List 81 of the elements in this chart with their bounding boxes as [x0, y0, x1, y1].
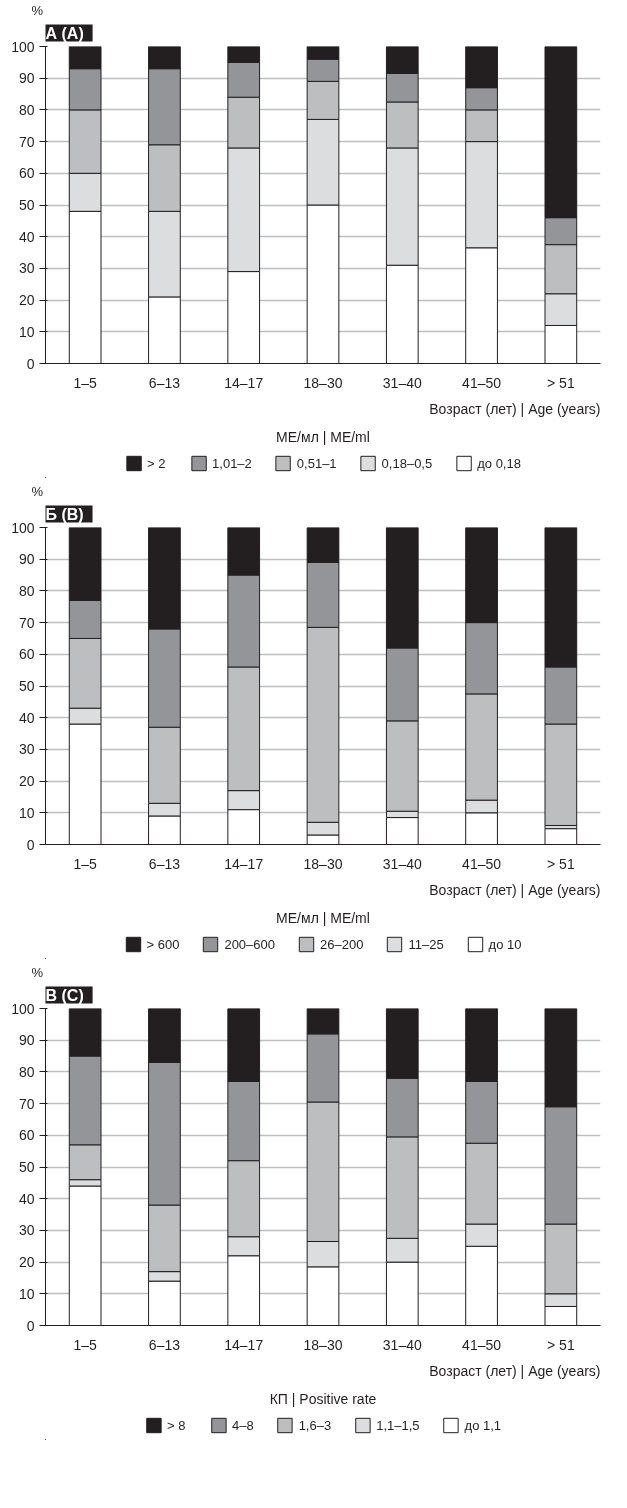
legend-label: > 2 [147, 455, 167, 471]
y-axis-title: % [31, 964, 44, 980]
y-tick-label: 60 [18, 165, 35, 182]
y-tick-label: 20 [18, 292, 35, 309]
y-tick-label: 20 [18, 773, 35, 790]
y-tick-label: 30 [18, 741, 35, 758]
x-tick-label: > 51 [547, 1336, 575, 1353]
y-tick-label: 90 [18, 551, 35, 568]
x-tick-label: 14–17 [224, 855, 264, 872]
y-tick-label: 0 [26, 1317, 35, 1334]
y-tick-label: 50 [18, 1159, 35, 1175]
y-tick-label: 100 [11, 519, 35, 536]
legend-label: 0,18–0,5 [381, 455, 433, 471]
y-tick-label: 70 [18, 614, 35, 631]
y-tick-label: 10 [18, 323, 35, 340]
legend-label: 200–600 [224, 936, 276, 952]
legend-label: 1,6–3 [298, 1417, 332, 1433]
x-tick-label: 6–13 [148, 855, 181, 872]
chart-title: Б (B) [45, 505, 84, 523]
x-tick-label: 18–30 [303, 1336, 343, 1353]
y-tick-label: 40 [18, 709, 35, 726]
y-tick-label: 60 [18, 646, 35, 663]
x-tick-label: > 51 [547, 855, 575, 872]
legend-label: 4–8 [231, 1417, 254, 1433]
y-tick-label: 40 [18, 1190, 35, 1207]
y-tick-label: 20 [18, 1254, 35, 1271]
y-tick-label: 0 [26, 836, 35, 853]
y-tick-label: 10 [18, 1285, 35, 1302]
y-tick-label: 60 [18, 1127, 35, 1144]
legend-label: 26–200 [320, 936, 364, 952]
x-tick-label: 41–50 [462, 855, 502, 872]
y-tick-label: 90 [18, 70, 35, 87]
y-tick-label: 70 [18, 133, 35, 150]
x-tick-label: 14–17 [224, 374, 264, 391]
legend-label: до 10 [488, 936, 522, 952]
legend-title: КП | Positive rate [269, 1390, 377, 1407]
x-tick-label: 6–13 [148, 1336, 181, 1353]
x-tick-label: 1–5 [73, 374, 98, 391]
legend-label: 11–25 [408, 936, 444, 952]
y-tick-label: 30 [18, 1222, 35, 1239]
x-tick-label: 18–30 [303, 855, 343, 872]
legend-label: до 1,1 [464, 1417, 502, 1433]
y-tick-label: 100 [11, 1000, 35, 1017]
x-tick-label: 18–30 [303, 374, 343, 391]
legend-label: 0,51–1 [296, 455, 337, 471]
legend-label: > 8 [166, 1417, 187, 1433]
y-axis-title: % [31, 2, 44, 18]
y-tick-label: 90 [18, 1032, 35, 1049]
x-axis-title: Возраст (лет) | Age (years) [429, 1362, 601, 1379]
x-tick-label: 14–17 [224, 1336, 264, 1353]
y-tick-label: 100 [11, 38, 35, 55]
legend-label: до 0,18 [477, 455, 521, 471]
y-tick-label: 10 [18, 804, 35, 821]
x-tick-label: 31–40 [382, 1336, 422, 1353]
x-tick-label: 6–13 [148, 374, 181, 391]
x-axis-title: Возраст (лет) | Age (years) [429, 400, 601, 417]
x-axis-title: Возраст (лет) | Age (years) [429, 881, 601, 898]
y-tick-label: 50 [18, 197, 35, 213]
chart-title: А (A) [45, 24, 84, 42]
y-tick-label: 30 [18, 260, 35, 277]
y-tick-label: 50 [18, 678, 35, 694]
x-tick-label: 1–5 [73, 1336, 98, 1353]
legend-label: 1,1–1,5 [376, 1417, 420, 1433]
legend-label: 1,01–2 [212, 455, 252, 471]
legend-label: > 600 [146, 936, 180, 952]
y-tick-label: 0 [26, 355, 35, 372]
legend-title: МЕ/мл | МЕ/ml [276, 909, 370, 926]
y-axis-title: % [31, 483, 44, 499]
y-tick-label: 40 [18, 228, 35, 245]
x-tick-label: 31–40 [382, 374, 422, 391]
x-tick-label: 31–40 [382, 855, 422, 872]
y-tick-label: 80 [18, 1063, 35, 1080]
chart-title: В (C) [45, 986, 84, 1004]
y-tick-label: 70 [18, 1095, 35, 1112]
x-tick-label: 41–50 [462, 1336, 502, 1353]
x-tick-label: 41–50 [462, 374, 502, 391]
x-tick-label: > 51 [547, 374, 575, 391]
legend-title: МЕ/мл | МЕ/ml [276, 428, 370, 445]
y-tick-label: 80 [18, 582, 35, 599]
y-tick-label: 80 [18, 101, 35, 118]
x-tick-label: 1–5 [73, 855, 98, 872]
